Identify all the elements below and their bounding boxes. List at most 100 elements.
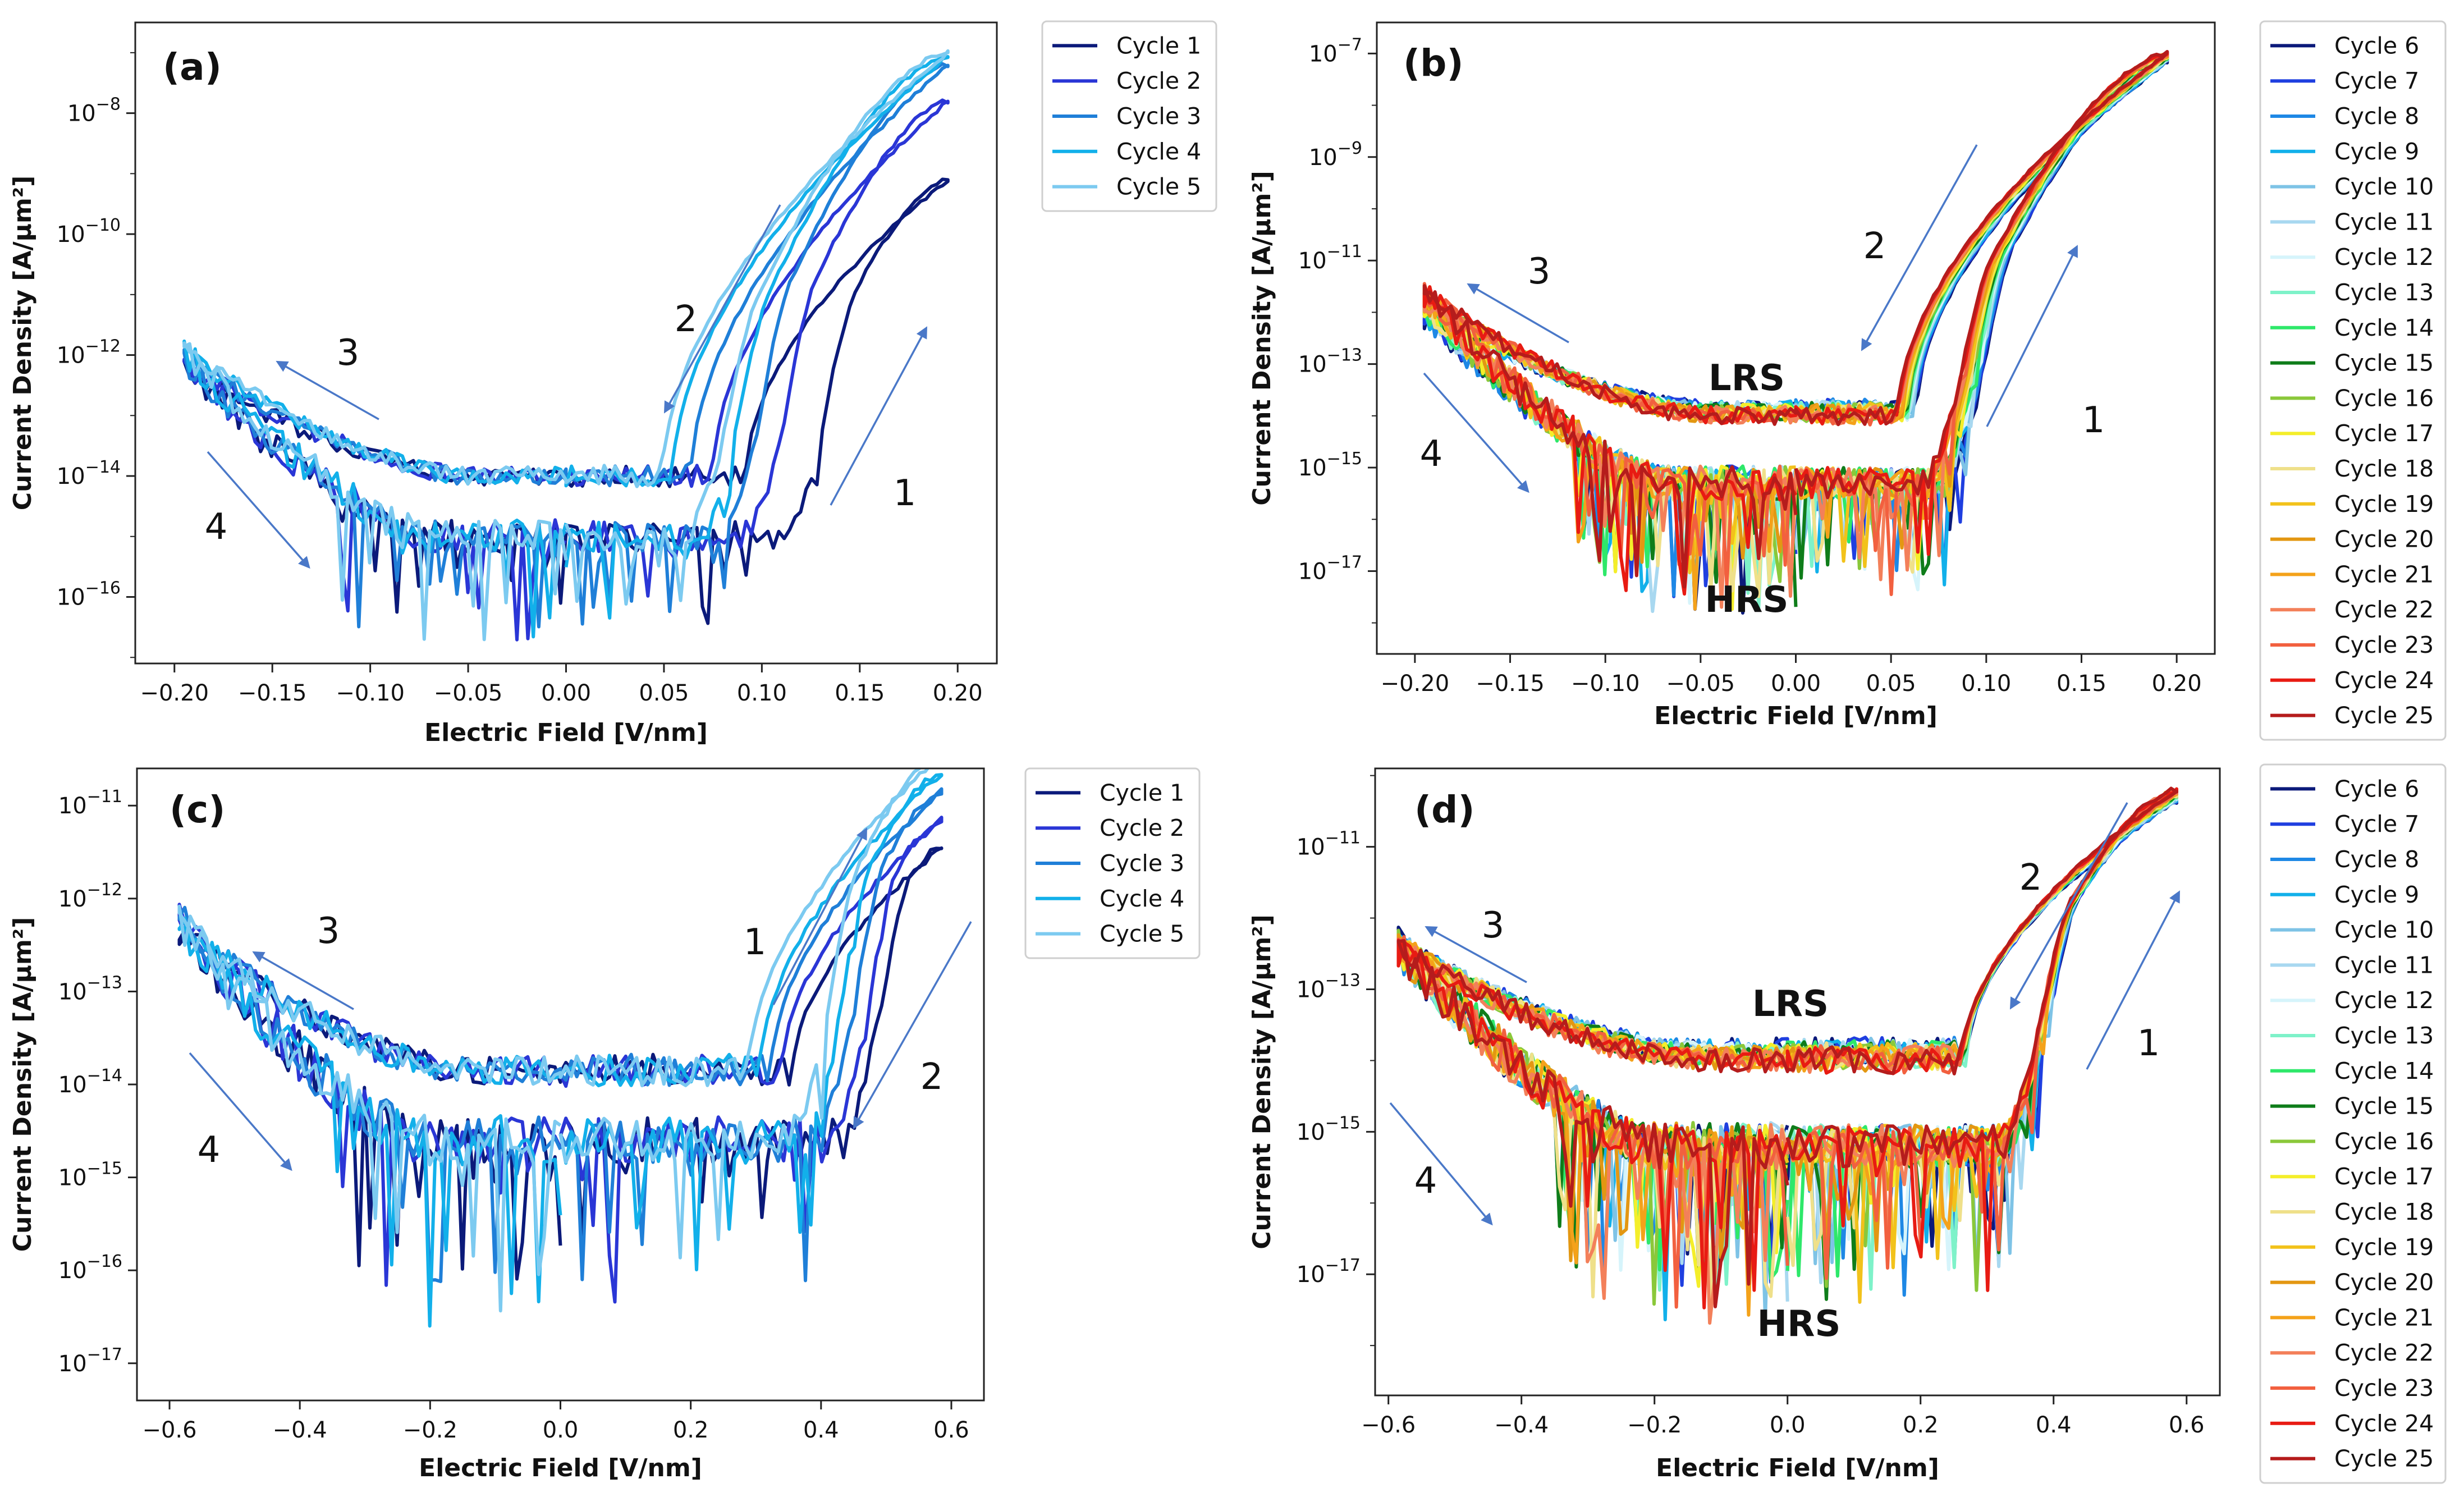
- sweep-arrow-4: [1389, 1102, 1493, 1226]
- x-tick-label: −0.2: [1627, 1412, 1682, 1438]
- x-axis-label: Electric Field [V/nm]: [1656, 1454, 1939, 1482]
- y-axis-label: Current Density [A/μm²]: [8, 176, 37, 510]
- series-line-cycle-14: [1396, 793, 2178, 1280]
- y-axis-label: Current Density [A/μm²]: [8, 917, 37, 1252]
- legend-label: Cycle 2: [1100, 814, 1184, 841]
- legend-label: Cycle 1: [1116, 32, 1201, 59]
- x-tick-label: 0.00: [541, 680, 591, 706]
- panels: −0.20 −0.15 −0.10 −0.05 0.00 0.05 0.10 0.15 0.20…: [8, 20, 2447, 1484]
- legend: Cycle 1 Cycle 2 Cycle 3 Cycle 4 Cycle 5: [1024, 767, 1201, 959]
- x-tick-label: −0.10: [1571, 671, 1640, 697]
- legend-label: Cycle 10: [2334, 917, 2434, 944]
- legend-label: Cycle 5: [1116, 173, 1201, 200]
- y-axis-label: Current Density [A/μm²]: [1248, 914, 1276, 1249]
- legend-label: Cycle 22: [2334, 596, 2434, 623]
- y-tick-label: 10−17: [58, 1345, 122, 1377]
- sweep-number-3: 3: [317, 910, 340, 952]
- sweep-number-3: 3: [337, 332, 360, 374]
- legend-label: Cycle 13: [2334, 1022, 2434, 1049]
- x-tick-label: 0.05: [1866, 671, 1916, 697]
- sweep-arrow-1: [830, 326, 927, 506]
- x-tick-label: −0.15: [238, 680, 307, 706]
- legend-label: Cycle 25: [2334, 1445, 2434, 1472]
- legend-label: Cycle 18: [2334, 1198, 2434, 1225]
- legend-label: Cycle 19: [2334, 491, 2434, 518]
- x-tick-label: 0.20: [2152, 671, 2202, 697]
- series-line-cycle-5: [182, 49, 950, 642]
- x-tick-label: −0.4: [273, 1417, 327, 1443]
- x-tick-label: 0.05: [639, 680, 689, 706]
- legend-label: Cycle 6: [2334, 32, 2419, 59]
- panel-label: (d): [1414, 788, 1475, 831]
- hrs-label: HRS: [1757, 1303, 1841, 1345]
- legend-label: Cycle 10: [2334, 173, 2434, 200]
- x-tick-label: 0.0: [1770, 1412, 1806, 1438]
- legend-label: Cycle 23: [2334, 631, 2434, 658]
- series-line-cycle-12: [1422, 56, 2169, 605]
- x-axis-label: Electric Field [V/nm]: [419, 1454, 702, 1482]
- legend-label: Cycle 11: [2334, 951, 2434, 978]
- y-tick-label: 10−15: [1298, 449, 1362, 481]
- legend-label: Cycle 5: [1100, 921, 1184, 947]
- x-tick-label: −0.20: [1381, 671, 1450, 697]
- panel-c: −0.6 −0.4 −0.2 0.0 0.2 0.4 0.6 10−17 10−16 10−15 1…: [8, 767, 1201, 1482]
- sweep-arrow-3: [1467, 283, 1569, 344]
- y-tick-label: 10−17: [1298, 552, 1362, 584]
- y-tick-label: 10−14: [57, 457, 121, 489]
- sweep-arrow-3: [276, 360, 379, 420]
- sweep-arrow-4: [207, 451, 310, 569]
- x-tick-label: −0.05: [434, 680, 503, 706]
- legend: Cycle 6 Cycle 7 Cycle 8 Cycle 9 Cycle 10 Cycl…: [2259, 20, 2447, 741]
- y-tick-label: 10−15: [58, 1159, 122, 1191]
- legend-label: Cycle 20: [2334, 1269, 2434, 1296]
- legend-label: Cycle 4: [1116, 138, 1201, 165]
- legend-label: Cycle 4: [1100, 885, 1184, 912]
- y-tick-label: 10−10: [57, 216, 121, 248]
- x-tick-label: −0.6: [142, 1417, 196, 1443]
- hrs-label: HRS: [1705, 579, 1789, 621]
- y-tick-label: 10−16: [57, 578, 121, 610]
- sweep-arrow-2: [2009, 802, 2128, 1010]
- legend: Cycle 6 Cycle 7 Cycle 8 Cycle 9 Cycle 10 Cycl…: [2259, 763, 2447, 1484]
- legend-label: Cycle 7: [2334, 811, 2419, 837]
- y-tick-label: 10−11: [58, 787, 122, 819]
- plot-frame: [1374, 767, 2221, 1397]
- sweep-arrow-3: [1425, 926, 1527, 983]
- x-tick-label: 0.2: [673, 1417, 709, 1443]
- sweep-number-3: 3: [1528, 251, 1551, 292]
- y-tick-label: 10−14: [58, 1066, 122, 1098]
- sweep-number-1: 1: [894, 473, 917, 514]
- x-tick-label: −0.15: [1476, 671, 1545, 697]
- x-tick-label: 0.0: [543, 1417, 579, 1443]
- sweep-arrow-4: [1423, 372, 1529, 493]
- legend-label: Cycle 9: [2334, 881, 2419, 908]
- legend: Cycle 1 Cycle 2 Cycle 3 Cycle 4 Cycle 5: [1041, 20, 1217, 212]
- x-tick-label: −0.20: [140, 680, 209, 706]
- x-tick-label: 0.00: [1771, 671, 1821, 697]
- y-tick-label: 10−11: [1298, 242, 1362, 274]
- legend-label: Cycle 11: [2334, 208, 2434, 235]
- x-tick-label: 0.4: [803, 1417, 839, 1443]
- legend-label: Cycle 24: [2334, 667, 2434, 694]
- sweep-number-2: 2: [675, 299, 698, 340]
- legend-label: Cycle 15: [2334, 1093, 2434, 1120]
- legend-label: Cycle 12: [2334, 987, 2434, 1014]
- legend-label: Cycle 25: [2334, 702, 2434, 729]
- legend-label: Cycle 8: [2334, 103, 2419, 130]
- x-tick-label: −0.4: [1494, 1412, 1549, 1438]
- series-group: [177, 768, 944, 1328]
- legend-label: Cycle 21: [2334, 1304, 2434, 1331]
- sweep-number-3: 3: [1482, 905, 1505, 946]
- legend-label: Cycle 24: [2334, 1410, 2434, 1437]
- legend-label: Cycle 12: [2334, 244, 2434, 271]
- legend-label: Cycle 9: [2334, 138, 2419, 165]
- sweep-arrow-1: [1986, 245, 2078, 427]
- series-line-cycle-25: [1422, 50, 2169, 589]
- x-tick-label: 0.6: [933, 1417, 969, 1443]
- legend-label: Cycle 3: [1100, 850, 1184, 877]
- y-tick-label: 10−11: [1297, 828, 1361, 860]
- sweep-number-2: 2: [1863, 226, 1886, 267]
- legend-label: Cycle 7: [2334, 67, 2419, 94]
- legend-label: Cycle 22: [2334, 1339, 2434, 1366]
